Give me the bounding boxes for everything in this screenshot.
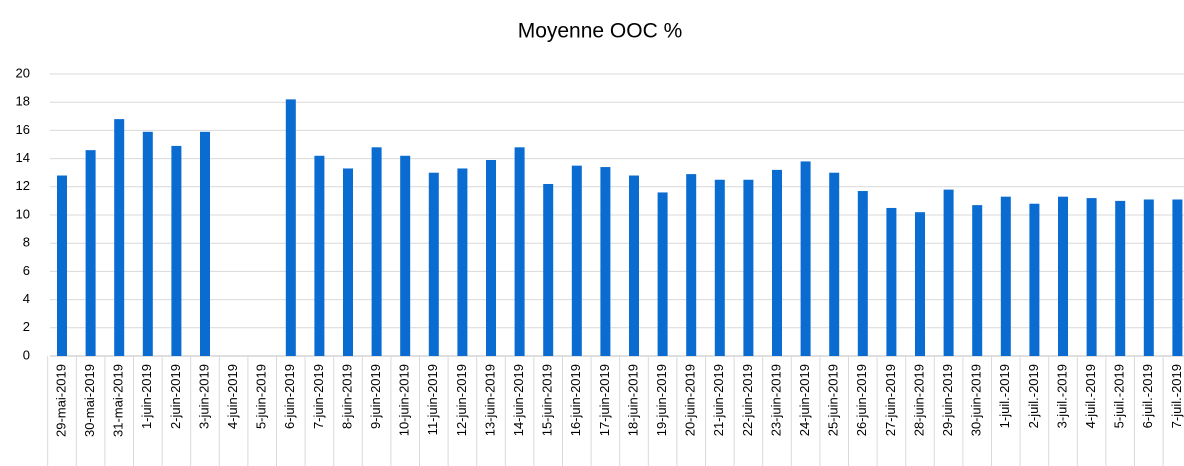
bar (772, 169, 782, 356)
x-tick-label: 5-juil.-2019 (1112, 364, 1127, 428)
x-tick-label: 22-juin-2019 (740, 364, 755, 436)
x-tick-label: 29-mai-2019 (53, 364, 68, 437)
bar (714, 179, 725, 356)
bar (171, 145, 182, 356)
x-tick-label: 6-juin-2019 (282, 364, 297, 429)
y-tick-label: 2 (23, 319, 30, 334)
x-tick-label: 15-juin-2019 (540, 364, 555, 436)
x-tick-label: 6-juil.-2019 (1140, 364, 1155, 428)
bar (800, 161, 811, 356)
y-tick-label: 10 (16, 206, 30, 221)
x-tick-label: 1-juin-2019 (139, 364, 154, 429)
x-tick-label: 25-juin-2019 (826, 364, 841, 436)
x-tick-label: 31-mai-2019 (111, 364, 126, 437)
bar (943, 189, 954, 356)
y-tick-label: 18 (16, 94, 30, 109)
x-tick-label: 7-juin-2019 (311, 364, 326, 429)
bar (1029, 203, 1040, 356)
bar (285, 99, 296, 356)
x-tick-label: 30-mai-2019 (82, 364, 97, 437)
x-tick-label: 12-juin-2019 (454, 364, 469, 436)
bar (428, 172, 439, 356)
bar (486, 160, 496, 356)
chart-title: Moyenne OOC % (518, 20, 683, 43)
bar (600, 167, 611, 356)
x-tick-label: 20-juin-2019 (683, 364, 698, 436)
x-tick-label: 7-juil.-2019 (1169, 364, 1184, 428)
x-tick-label: 9-juin-2019 (368, 364, 383, 429)
bar (1086, 198, 1097, 356)
x-tick-label: 14-juin-2019 (511, 364, 526, 436)
y-tick-label: 12 (16, 178, 30, 193)
x-tick-label: 18-juin-2019 (625, 364, 640, 436)
x-tick-label: 11-juin-2019 (425, 364, 440, 435)
bar (1058, 196, 1068, 356)
bar (857, 191, 868, 356)
bar (543, 183, 554, 356)
x-tick-label: 26-juin-2019 (854, 364, 869, 436)
y-tick-label: 14 (16, 150, 30, 165)
bar (343, 168, 353, 356)
x-tick-label: 13-juin-2019 (482, 364, 497, 436)
bar (1143, 199, 1154, 356)
y-tick-label: 8 (23, 235, 30, 250)
bar (629, 175, 639, 356)
bar (657, 192, 668, 356)
x-tick-label: 19-juin-2019 (654, 364, 669, 436)
x-tick-label: 5-juin-2019 (254, 364, 269, 429)
x-tick-label: 8-juin-2019 (339, 364, 354, 429)
bar (1115, 200, 1126, 356)
bar (85, 150, 96, 356)
bar (571, 165, 582, 356)
bar (886, 207, 897, 356)
bar (142, 131, 153, 356)
bar (314, 155, 325, 356)
x-tick-label: 23-juin-2019 (768, 364, 783, 436)
bar (57, 175, 67, 356)
bar (1000, 196, 1011, 356)
y-tick-label: 4 (23, 291, 30, 306)
x-tick-label: 10-juin-2019 (397, 364, 412, 436)
bar (743, 179, 754, 356)
x-tick-label: 27-juin-2019 (883, 364, 898, 436)
x-tick-label: 21-juin-2019 (711, 364, 726, 436)
bar (915, 212, 925, 356)
x-tick-label: 24-juin-2019 (797, 364, 812, 436)
bar (457, 168, 468, 356)
x-tick-label: 17-juin-2019 (597, 364, 612, 436)
bar (686, 174, 697, 356)
y-tick-label: 0 (23, 347, 30, 362)
x-tick-label: 1-juil.-2019 (997, 364, 1012, 428)
x-tick-label: 30-juin-2019 (969, 364, 984, 436)
y-tick-label: 6 (23, 263, 30, 278)
x-tick-label: 3-juin-2019 (196, 364, 211, 429)
bar (514, 147, 525, 356)
bar (200, 131, 210, 356)
bar (1172, 199, 1183, 356)
x-tick-label: 4-juin-2019 (225, 364, 240, 429)
x-tick-label: 3-juil.-2019 (1054, 364, 1069, 428)
bar (972, 205, 983, 356)
bar (400, 155, 411, 356)
bar (114, 119, 125, 357)
bar (371, 147, 382, 356)
x-tick-label: 28-juin-2019 (911, 364, 926, 436)
x-tick-label: 16-juin-2019 (568, 364, 583, 436)
x-tick-label: 2-juin-2019 (168, 364, 183, 429)
y-tick-label: 16 (16, 122, 30, 137)
bar (829, 172, 840, 356)
x-tick-label: 29-juin-2019 (940, 364, 955, 436)
y-tick-label: 20 (16, 65, 30, 80)
x-tick-label: 2-juil.-2019 (1026, 364, 1041, 428)
x-tick-label: 4-juil.-2019 (1083, 364, 1098, 428)
